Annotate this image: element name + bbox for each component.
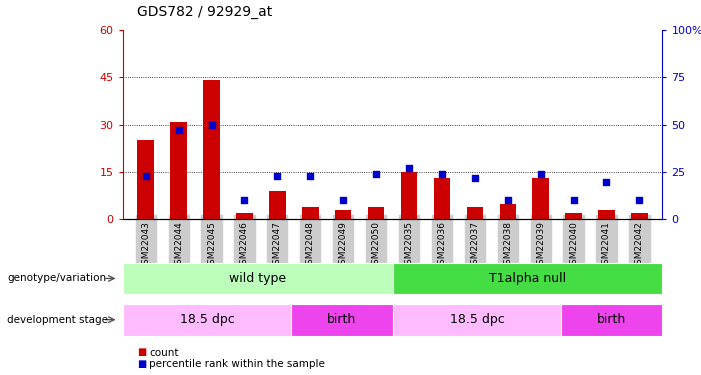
Bar [500, 204, 516, 219]
Bar [401, 172, 417, 219]
Bar [302, 207, 318, 219]
Point [371, 171, 382, 177]
Bar [269, 191, 285, 219]
Point [502, 197, 513, 203]
Bar [467, 207, 483, 219]
Text: wild type: wild type [229, 272, 286, 285]
Text: percentile rank within the sample: percentile rank within the sample [149, 359, 325, 369]
Text: birth: birth [597, 313, 627, 326]
Point [535, 171, 546, 177]
Point [140, 173, 151, 179]
Point [634, 197, 645, 203]
Bar [368, 207, 384, 219]
Bar [598, 210, 615, 219]
Bar [631, 213, 648, 219]
Text: birth: birth [327, 313, 357, 326]
Point [239, 197, 250, 203]
Text: 18.5 dpc: 18.5 dpc [449, 313, 504, 326]
Text: development stage: development stage [7, 315, 108, 325]
Text: count: count [149, 348, 179, 357]
Point [568, 197, 579, 203]
Text: T1alpha null: T1alpha null [489, 272, 566, 285]
Text: 18.5 dpc: 18.5 dpc [179, 313, 234, 326]
Bar [335, 210, 351, 219]
Point [173, 128, 184, 134]
Point [206, 122, 217, 128]
Text: genotype/variation: genotype/variation [7, 273, 106, 284]
Point [338, 197, 349, 203]
Text: ■: ■ [137, 359, 146, 369]
Point [272, 173, 283, 179]
Point [403, 165, 414, 171]
Text: GDS782 / 92929_at: GDS782 / 92929_at [137, 5, 272, 19]
Text: ■: ■ [137, 348, 146, 357]
Bar [565, 213, 582, 219]
Bar [236, 213, 252, 219]
Bar [137, 141, 154, 219]
Point [601, 178, 612, 184]
Point [469, 175, 480, 181]
Bar [170, 122, 187, 219]
Bar [533, 178, 549, 219]
Bar [203, 81, 220, 219]
Bar [434, 178, 450, 219]
Point [305, 173, 316, 179]
Point [436, 171, 447, 177]
